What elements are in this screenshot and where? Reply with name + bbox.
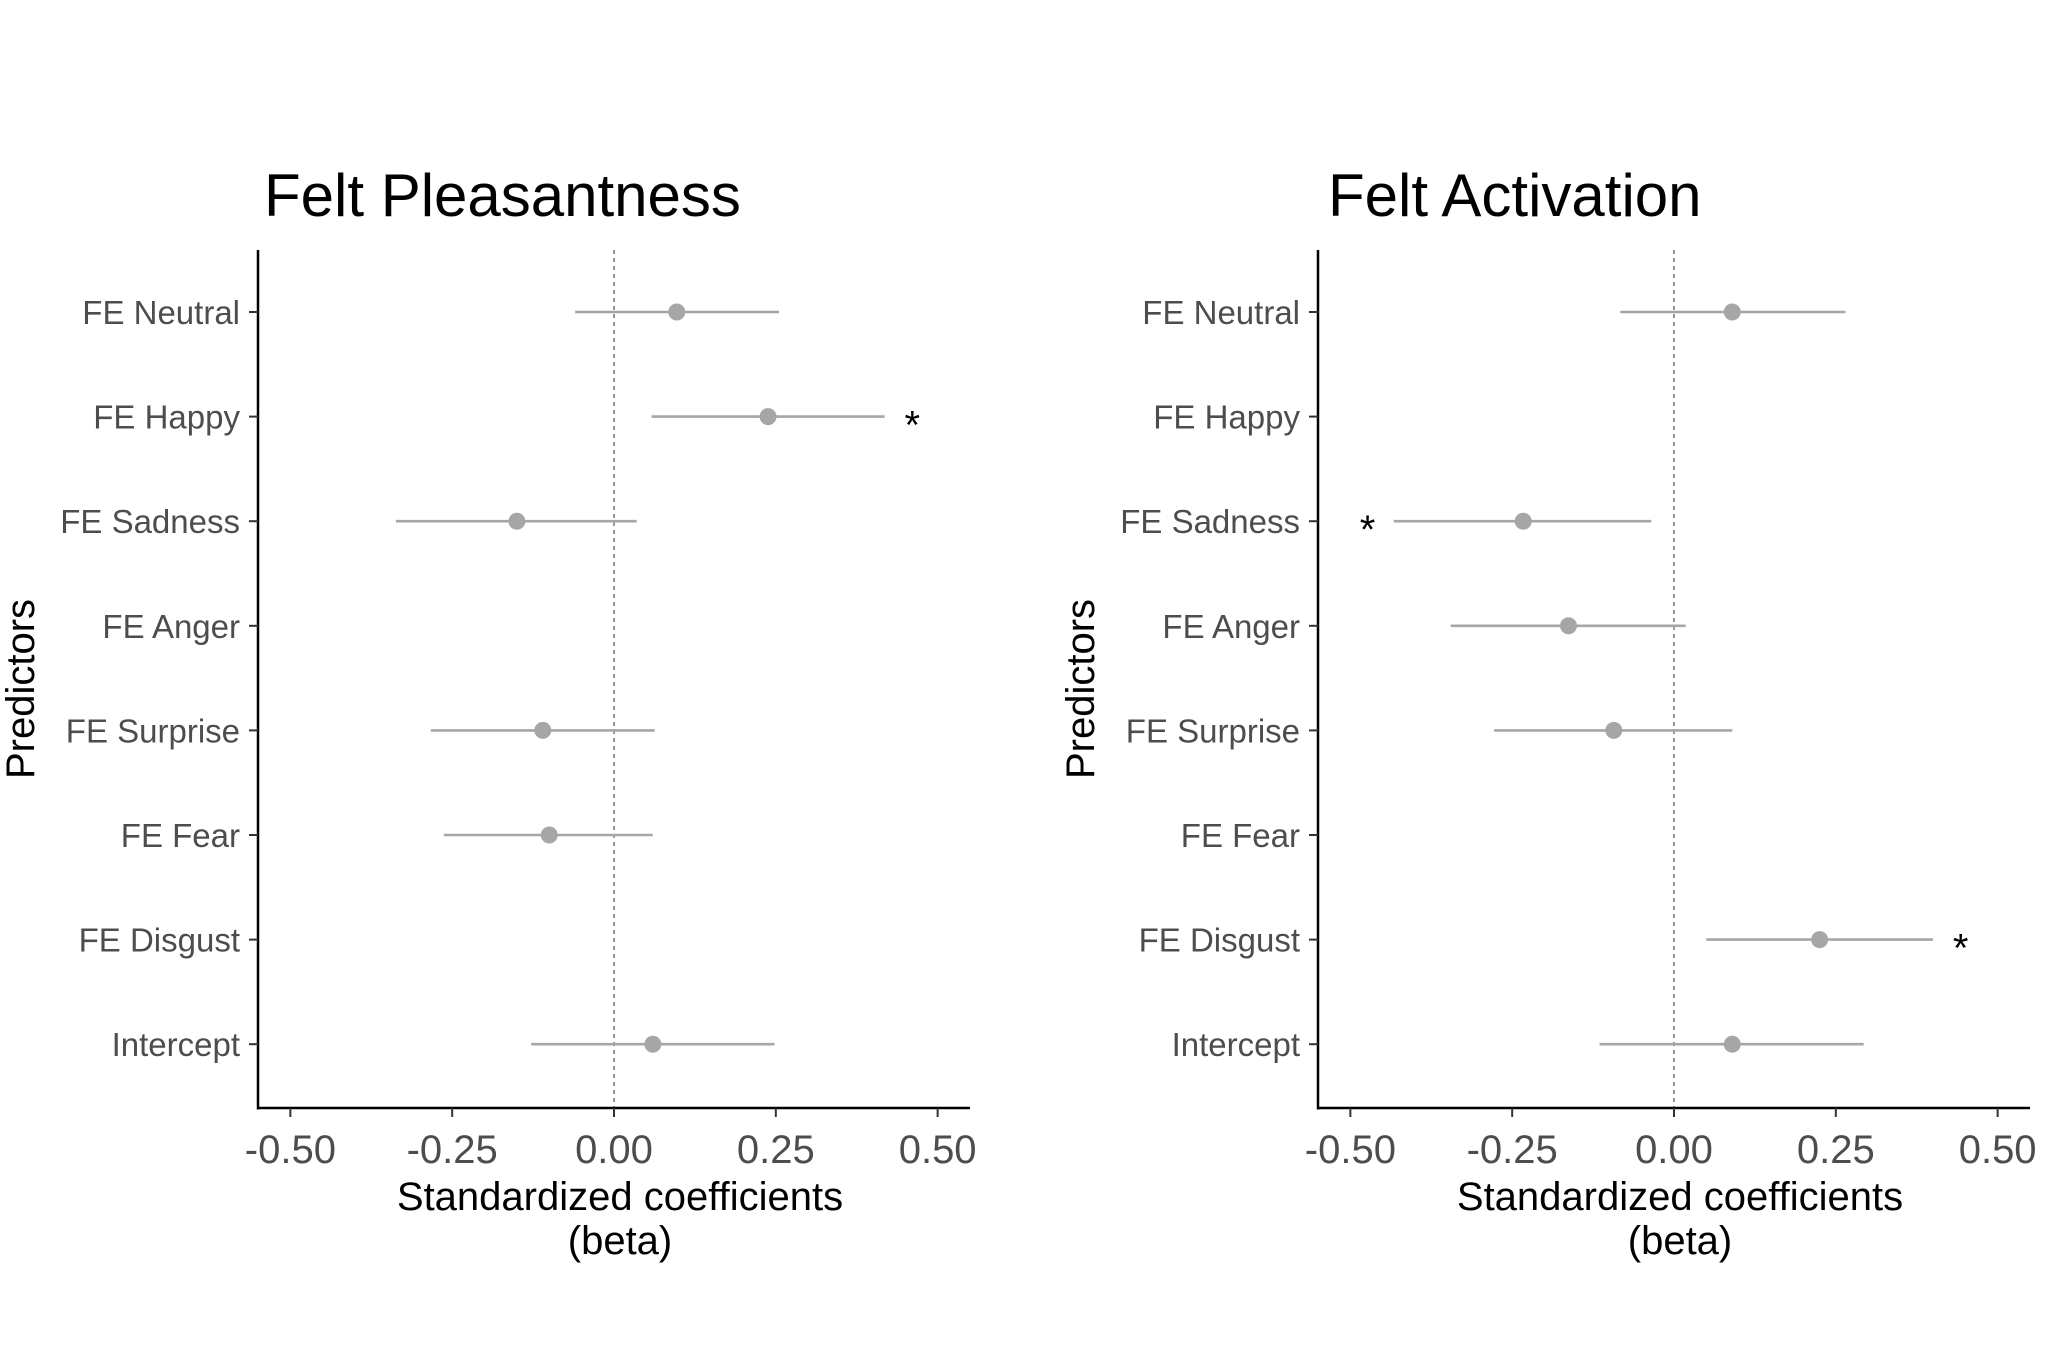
estimate-point: [508, 512, 526, 530]
y-tick-label: FE Anger: [1162, 608, 1300, 645]
significance-marker: *: [1953, 927, 1969, 971]
y-tick-label: FE Disgust: [79, 922, 240, 959]
estimate-point: [1514, 512, 1532, 530]
estimate-point: [534, 721, 552, 739]
chart-title: Felt Activation: [1328, 162, 1702, 229]
y-tick-label: Intercept: [112, 1026, 240, 1063]
x-tick-label: 0.00: [575, 1128, 653, 1172]
y-axis-title: Predictors: [1059, 599, 1103, 779]
y-tick-label: FE Sadness: [1120, 503, 1300, 540]
y-tick-label: FE Neutral: [82, 294, 240, 331]
panel-1: Felt Activation -0.50 -0.25 0.00 0.25 0.50 FE …: [1059, 162, 2037, 1263]
x-tick-label: 0.50: [899, 1128, 977, 1172]
estimate-point: [759, 408, 777, 426]
y-axis-title: Predictors: [0, 599, 43, 779]
y-tick-label: FE Neutral: [1142, 294, 1300, 331]
y-tick-label: FE Disgust: [1139, 922, 1300, 959]
x-tick-label: -0.50: [1305, 1128, 1396, 1172]
y-tick-label: FE Surprise: [66, 712, 240, 749]
estimate-point: [1723, 303, 1741, 321]
x-axis-title: (beta): [1628, 1219, 1733, 1263]
y-tick-label: FE Surprise: [1126, 712, 1300, 749]
x-tick-label: 0.50: [1959, 1128, 2037, 1172]
estimate-point: [1723, 1035, 1741, 1053]
x-axis-title: Standardized coefficients: [397, 1175, 843, 1219]
estimate-point: [644, 1035, 662, 1053]
x-tick-label: 0.25: [1797, 1128, 1875, 1172]
x-tick-label: -0.25: [1467, 1128, 1558, 1172]
y-tick-label: FE Anger: [102, 608, 240, 645]
y-tick-label: FE Happy: [93, 399, 240, 436]
significance-marker: *: [1360, 508, 1376, 552]
estimate-point: [1605, 721, 1623, 739]
y-tick-label: FE Fear: [1181, 817, 1300, 854]
estimate-point: [1559, 617, 1577, 635]
x-axis-title: (beta): [568, 1219, 673, 1263]
x-tick-label: -0.50: [245, 1128, 336, 1172]
y-tick-label: Intercept: [1172, 1026, 1300, 1063]
x-tick-label: 0.25: [737, 1128, 815, 1172]
y-tick-label: FE Happy: [1153, 399, 1300, 436]
y-tick-label: FE Fear: [121, 817, 240, 854]
y-tick-label: FE Sadness: [60, 503, 240, 540]
x-tick-label: 0.00: [1635, 1128, 1713, 1172]
chart-title: Felt Pleasantness: [264, 162, 741, 229]
x-axis-title: Standardized coefficients: [1457, 1175, 1903, 1219]
significance-marker: *: [905, 404, 921, 448]
estimate-point: [1811, 931, 1829, 949]
panel-0: Felt Pleasantness -0.50 -0.25 0.00 0.25 0.50 F…: [0, 162, 977, 1263]
estimate-point: [668, 303, 686, 321]
x-tick-label: -0.25: [407, 1128, 498, 1172]
estimate-point: [540, 826, 558, 844]
